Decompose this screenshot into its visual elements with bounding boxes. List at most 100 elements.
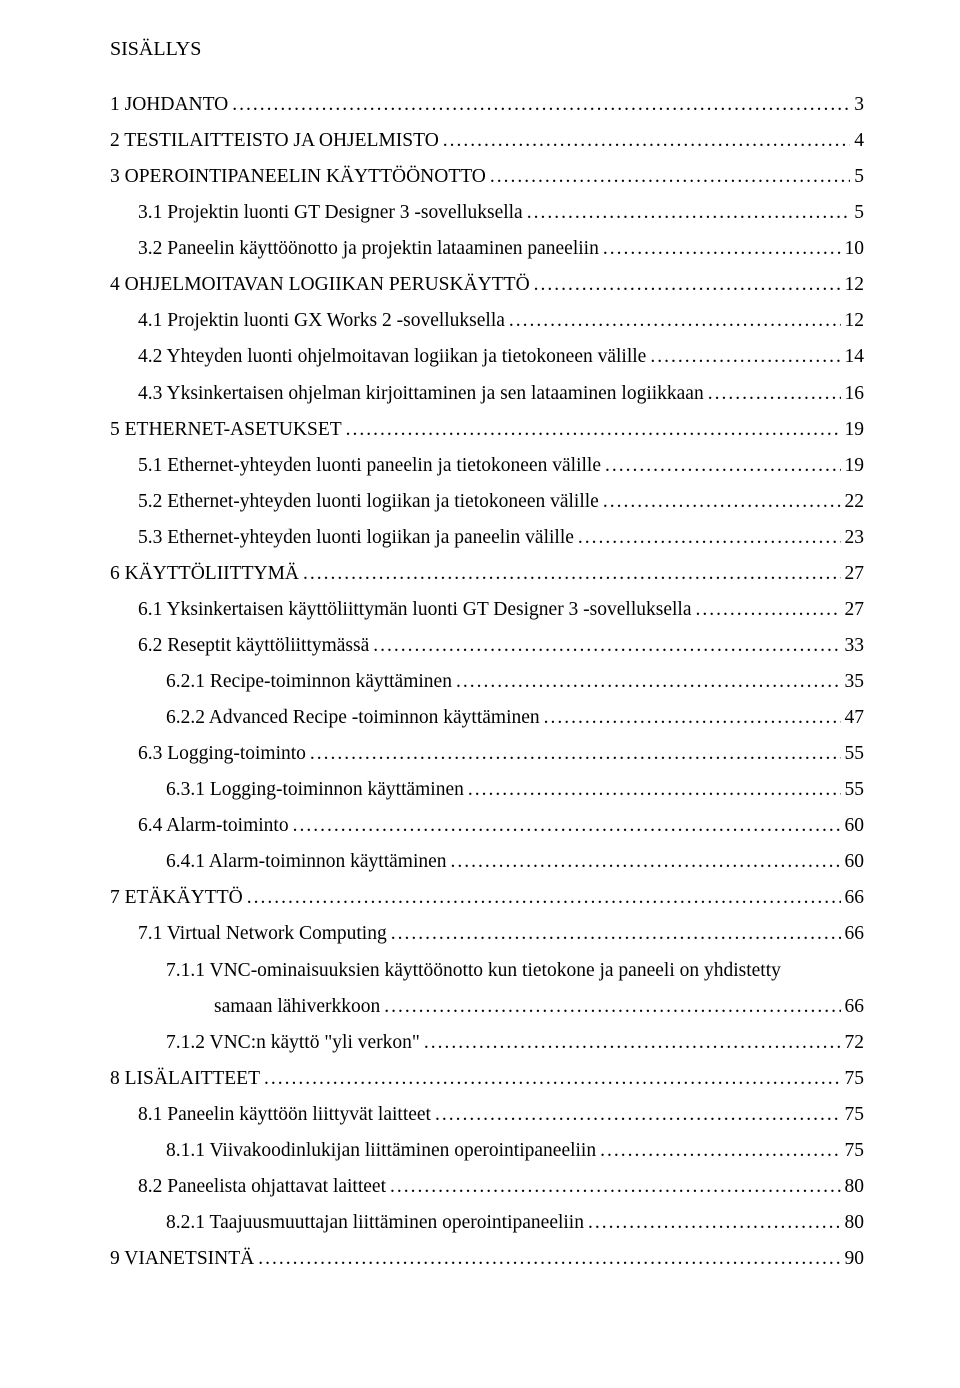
toc-entry: 7.1 Virtual Network Computing66	[110, 916, 864, 952]
toc-entry-page: 14	[845, 339, 865, 375]
toc-entry-label: 6.1 Yksinkertaisen käyttöliittymän luont…	[138, 592, 692, 628]
toc-entry-page: 60	[845, 808, 865, 844]
toc-entry-page: 27	[845, 592, 865, 628]
toc-entry: 6 KÄYTTÖLIITTYMÄ27	[110, 556, 864, 592]
toc-entry-leader	[456, 664, 841, 700]
toc-entry-leader	[247, 880, 841, 916]
toc-entry-leader	[390, 1169, 841, 1205]
toc-entry: 4.1 Projektin luonti GX Works 2 -sovellu…	[110, 303, 864, 339]
toc-entry-page: 80	[845, 1205, 865, 1241]
toc-entry-page: 55	[845, 772, 865, 808]
toc-container: 1 JOHDANTO32 TESTILAITTEISTO JA OHJELMIS…	[110, 87, 864, 1277]
toc-entry: 3.1 Projektin luonti GT Designer 3 -sove…	[110, 195, 864, 231]
toc-entry-leader	[435, 1097, 841, 1133]
toc-entry: 8.1.1 Viivakoodinlukijan liittäminen ope…	[110, 1133, 864, 1169]
toc-entry: 6.3.1 Logging-toiminnon käyttäminen55	[110, 772, 864, 808]
toc-entry-page: 33	[845, 628, 865, 664]
toc-entry-page: 5	[854, 195, 864, 231]
toc-entry-page: 75	[845, 1097, 865, 1133]
toc-entry: 8 LISÄLAITTEET 75	[110, 1061, 864, 1097]
toc-entry: 4.3 Yksinkertaisen ohjelman kirjoittamin…	[110, 376, 864, 412]
toc-entry-leader	[605, 448, 841, 484]
toc-entry-leader	[232, 87, 850, 123]
toc-entry-page: 4	[854, 123, 864, 159]
toc-entry-label: 6.2.2 Advanced Recipe -toiminnon käyttäm…	[166, 700, 540, 736]
toc-entry-leader	[708, 376, 841, 412]
toc-entry: 6.2.1 Recipe-toiminnon käyttäminen35	[110, 664, 864, 700]
toc-entry-leader	[468, 772, 841, 808]
toc-entry-label: 8.1.1 Viivakoodinlukijan liittäminen ope…	[166, 1133, 596, 1169]
toc-entry-label: 3.2 Paneelin käyttöönotto ja projektin l…	[138, 231, 599, 267]
toc-entry: 8.1 Paneelin käyttöön liittyvät laitteet…	[110, 1097, 864, 1133]
toc-entry: 8.2 Paneelista ohjattavat laitteet 80	[110, 1169, 864, 1205]
toc-entry-page: 10	[845, 231, 865, 267]
toc-entry-label: 5.1 Ethernet-yhteyden luonti paneelin ja…	[138, 448, 601, 484]
toc-entry-page: 12	[845, 303, 865, 339]
toc-entry: 2 TESTILAITTEISTO JA OHJELMISTO 4	[110, 123, 864, 159]
toc-entry: 3 OPEROINTIPANEELIN KÄYTTÖÖNOTTO 5	[110, 159, 864, 195]
toc-entry-page: 22	[845, 484, 865, 520]
toc-entry: 7.1.2 VNC:n käyttö "yli verkon"72	[110, 1025, 864, 1061]
toc-entry-leader	[264, 1061, 840, 1097]
toc-entry-label: 9 VIANETSINTÄ	[110, 1241, 254, 1277]
toc-entry-leader	[391, 916, 841, 952]
toc-entry-page: 75	[845, 1061, 865, 1097]
toc-entry: 7 ETÄKÄYTTÖ 66	[110, 880, 864, 916]
toc-entry-label: 7 ETÄKÄYTTÖ	[110, 880, 243, 916]
toc-entry: 6.2.2 Advanced Recipe -toiminnon käyttäm…	[110, 700, 864, 736]
toc-entry-label: 7.1.1 VNC-ominaisuuksien käyttöönotto ku…	[166, 953, 781, 989]
toc-entry-page: 16	[845, 376, 865, 412]
toc-entry-label: 8 LISÄLAITTEET	[110, 1061, 260, 1097]
toc-entry-page: 12	[845, 267, 865, 303]
toc-entry-leader	[578, 520, 841, 556]
toc-entry-leader	[600, 1133, 840, 1169]
toc-entry-page: 19	[845, 412, 865, 448]
toc-entry: 6.1 Yksinkertaisen käyttöliittymän luont…	[110, 592, 864, 628]
toc-entry-leader	[490, 159, 850, 195]
toc-entry: 6.4.1 Alarm-toiminnon käyttäminen60	[110, 844, 864, 880]
toc-entry: 6.3 Logging-toiminto55	[110, 736, 864, 772]
toc-entry-page: 75	[845, 1133, 865, 1169]
toc-entry-label: 3 OPEROINTIPANEELIN KÄYTTÖÖNOTTO	[110, 159, 486, 195]
toc-entry-page: 90	[845, 1241, 865, 1277]
toc-entry-leader	[293, 808, 841, 844]
toc-entry-leader	[696, 592, 841, 628]
toc-entry-label: 3.1 Projektin luonti GT Designer 3 -sove…	[138, 195, 523, 231]
toc-entry-page: 66	[845, 880, 865, 916]
toc-entry-page: 80	[845, 1169, 865, 1205]
toc-entry-label: 5 ETHERNET-ASETUKSET	[110, 412, 342, 448]
toc-entry-label: 6.4 Alarm-toiminto	[138, 808, 289, 844]
toc-entry-label: 5.3 Ethernet-yhteyden luonti logiikan ja…	[138, 520, 574, 556]
toc-entry: 3.2 Paneelin käyttöönotto ja projektin l…	[110, 231, 864, 267]
toc-entry-label: 6.4.1 Alarm-toiminnon käyttäminen	[166, 844, 447, 880]
toc-entry-leader	[588, 1205, 841, 1241]
toc-entry: 5.1 Ethernet-yhteyden luonti paneelin ja…	[110, 448, 864, 484]
toc-entry-leader	[534, 267, 841, 303]
toc-entry-page: 19	[845, 448, 865, 484]
toc-entry-page: 5	[854, 159, 864, 195]
toc-entry-label: 8.2 Paneelista ohjattavat laitteet	[138, 1169, 386, 1205]
toc-entry: 5 ETHERNET-ASETUKSET 19	[110, 412, 864, 448]
toc-entry-leader	[603, 231, 841, 267]
toc-entry-page: 23	[845, 520, 865, 556]
toc-entry-page: 66	[845, 989, 865, 1025]
toc-entry-leader	[384, 989, 840, 1025]
toc-entry-page: 55	[845, 736, 865, 772]
toc-entry-leader	[310, 736, 841, 772]
toc-entry-label: 7.1 Virtual Network Computing	[138, 916, 387, 952]
toc-entry-leader	[451, 844, 841, 880]
toc-entry-leader	[509, 303, 841, 339]
toc-entry: 1 JOHDANTO3	[110, 87, 864, 123]
toc-entry-leader	[424, 1025, 841, 1061]
toc-entry-label: 8.2.1 Taajuusmuuttajan liittäminen opero…	[166, 1205, 584, 1241]
toc-entry-label: 7.1.2 VNC:n käyttö "yli verkon"	[166, 1025, 420, 1061]
toc-entry: samaan lähiverkkoon 66	[110, 989, 864, 1025]
toc-entry-leader	[443, 123, 850, 159]
toc-entry-label: samaan lähiverkkoon	[214, 989, 380, 1025]
toc-entry-leader	[544, 700, 841, 736]
toc-entry-leader	[650, 339, 840, 375]
toc-entry-leader	[527, 195, 851, 231]
toc-entry-label: 6.2.1 Recipe-toiminnon käyttäminen	[166, 664, 452, 700]
toc-entry-label: 2 TESTILAITTEISTO JA OHJELMISTO	[110, 123, 439, 159]
toc-entry: 4 OHJELMOITAVAN LOGIIKAN PERUSKÄYTTÖ12	[110, 267, 864, 303]
